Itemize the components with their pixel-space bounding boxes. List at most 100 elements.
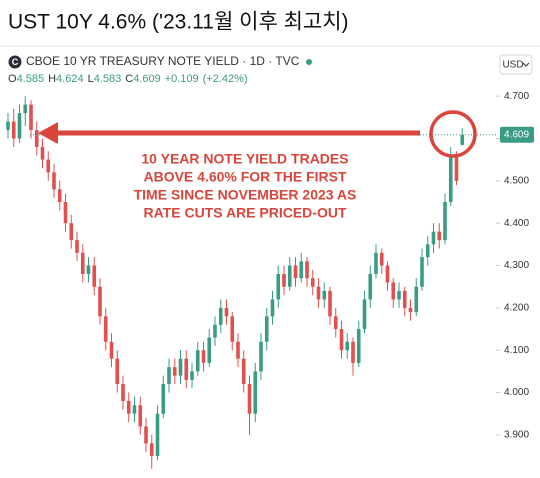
candle-body	[328, 290, 332, 317]
ohlc-header: O4.585 H4.624 L4.583 C4.609 +0.109 (+2.42%)	[8, 73, 248, 85]
candle-body	[17, 113, 22, 139]
ohlc-value: 4.583	[94, 73, 122, 85]
y-tick-label: 4.400	[504, 218, 529, 229]
y-tick-label: 4.700	[504, 91, 529, 102]
candle-body	[207, 337, 212, 363]
candle-body	[414, 286, 419, 313]
candle-body	[425, 244, 430, 258]
candle-body	[264, 316, 269, 342]
annotation-line: TIME SINCE NOVEMBER 2023 AS	[134, 187, 357, 203]
candle-body	[230, 316, 235, 342]
candle-body	[213, 324, 217, 338]
candle-body	[6, 121, 10, 131]
candle-body	[391, 282, 396, 300]
candle-body	[184, 358, 189, 380]
candle-body	[75, 240, 79, 253]
last-price-label: 4.609	[504, 129, 529, 140]
arrow-head	[38, 122, 58, 144]
candle-body	[437, 231, 442, 241]
dropdown-caret	[522, 62, 530, 67]
annotation-line: 10 YEAR NOTE YIELD TRADES	[141, 151, 348, 167]
candle-body	[224, 307, 229, 317]
annotation: 10 YEAR NOTE YIELD TRADES ABOVE 4.60% FOR…	[134, 151, 357, 221]
candle-body	[57, 189, 62, 203]
candle-body	[345, 341, 350, 351]
candle-body	[374, 252, 378, 274]
candle-body	[368, 274, 373, 300]
y-tick-label: 4.000	[504, 387, 529, 398]
candle-body	[379, 252, 384, 266]
overlay	[38, 110, 477, 158]
ohlc-key: L	[88, 73, 94, 85]
change-pct: (+2.42%)	[203, 73, 248, 85]
candle-body	[448, 155, 453, 203]
candle-body	[282, 274, 286, 287]
candle-body	[178, 358, 183, 376]
currency-label: USD	[502, 60, 523, 71]
candle-body	[322, 290, 327, 300]
candle-body	[299, 261, 304, 279]
ohlc-value: 4.624	[56, 73, 84, 85]
candle-body	[218, 307, 223, 325]
chart-title: CBOE 10 YR TREASURY NOTE YIELD · 1D · TV…	[26, 54, 300, 68]
candle-body	[46, 159, 51, 173]
candle-body	[356, 329, 361, 363]
candle-body	[144, 426, 148, 444]
candle-body	[52, 172, 56, 190]
candle-body	[310, 278, 315, 287]
candle-body	[167, 367, 171, 385]
ohlc-value: 4.609	[133, 73, 161, 85]
ohlc-key: C	[125, 73, 133, 85]
highlight-circle	[429, 110, 477, 158]
candle-body	[454, 155, 459, 181]
candle-body	[305, 261, 309, 279]
ohlc-text: O4.585 H4.624 L4.583 C4.609 +0.109 (+2.42%)	[8, 73, 248, 85]
candle-body	[402, 290, 407, 308]
candle-body	[236, 341, 240, 359]
page-title: UST 10Y 4.6% ('23.11월 이후 최고치)	[8, 11, 349, 34]
candle-body	[80, 252, 85, 274]
candle-body	[351, 341, 355, 363]
candle-body	[339, 329, 344, 351]
candle-body	[362, 299, 367, 330]
candle-body	[253, 371, 258, 414]
y-tick-label: 3.900	[504, 430, 529, 441]
candle-body	[259, 341, 263, 372]
candle-body	[161, 384, 166, 414]
candle-body	[287, 265, 292, 287]
market-status-dot	[306, 59, 312, 65]
plot: 3.9004.0004.1004.2004.3004.4004.5004.600…	[6, 91, 534, 469]
ohlc-key: O	[8, 73, 17, 85]
currency-button[interactable]	[499, 54, 533, 75]
candle-body	[333, 316, 338, 330]
y-tick-label: 4.100	[504, 345, 529, 356]
candle-body	[420, 257, 424, 287]
candle-body	[270, 299, 275, 317]
candle-body	[23, 104, 28, 114]
candle-body	[443, 202, 447, 241]
candle-body	[155, 413, 160, 457]
last-price-box	[500, 126, 534, 143]
candle-body	[40, 146, 45, 160]
candle-body	[11, 121, 16, 139]
candle-body	[241, 358, 246, 385]
annotation-line: ABOVE 4.60% FOR THE FIRST	[143, 169, 346, 185]
y-tick-label: 4.200	[504, 303, 529, 314]
y-tick-label: 4.500	[504, 175, 529, 186]
change: +0.109	[165, 73, 199, 85]
candle-body	[172, 367, 177, 376]
candle-body	[86, 265, 91, 274]
candle-body	[126, 401, 131, 414]
candle-body	[69, 223, 74, 241]
candle-body	[316, 286, 321, 300]
candle-body	[460, 134, 465, 145]
candle-body	[431, 231, 436, 245]
candle-body	[149, 443, 154, 457]
symbol-icon	[8, 55, 22, 69]
candle-body	[293, 265, 298, 279]
candle-body	[34, 130, 39, 147]
candle-body	[29, 104, 33, 131]
candle-body	[385, 265, 390, 283]
